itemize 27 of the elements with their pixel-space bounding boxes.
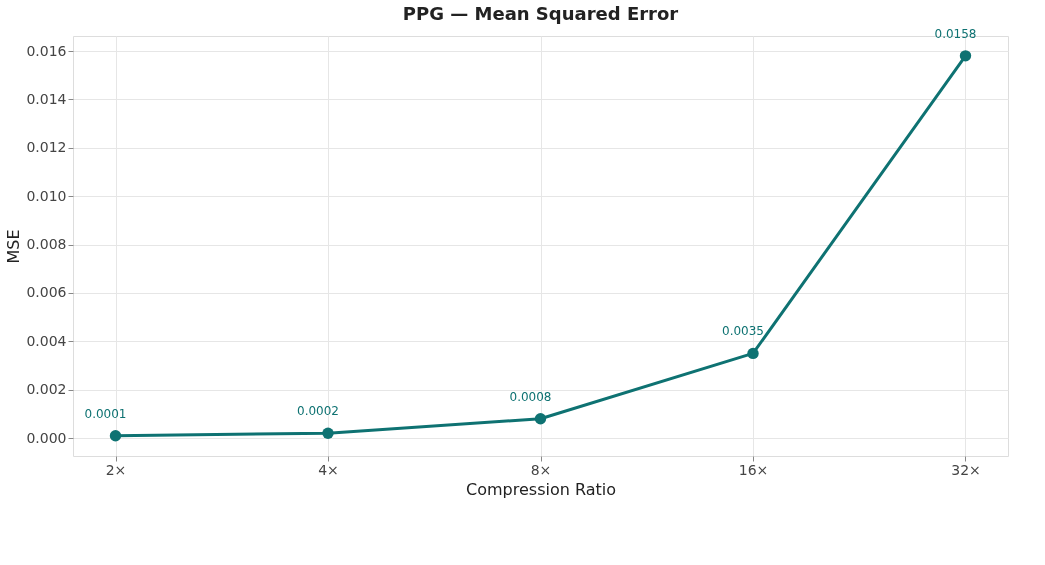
y-tick-label: 0.014 — [26, 90, 67, 107]
chart-title: PPG — Mean Squared Error — [402, 2, 679, 24]
y-tick-label: 0.000 — [26, 429, 67, 446]
x-tick-label: 2× — [105, 461, 127, 478]
y-tick-label: 0.010 — [26, 187, 67, 204]
point — [322, 427, 334, 439]
data-label: 0.0035 — [722, 324, 764, 339]
y-axis-title: MSE — [4, 229, 24, 264]
y-tick-label: 0.008 — [26, 236, 67, 253]
point — [747, 347, 759, 360]
point — [109, 429, 122, 442]
data-label: 0.0001 — [84, 406, 127, 421]
x-tick-label: 16× — [738, 461, 769, 478]
x-tick-label: 8× — [530, 461, 552, 478]
y-tick-label: 0.002 — [26, 381, 67, 398]
y-tick-label: 0.012 — [26, 139, 67, 156]
point — [959, 50, 972, 62]
y-tick-label: 0.006 — [26, 284, 67, 301]
x-tick-label: 32× — [951, 461, 981, 478]
y-tick-label: 0.004 — [26, 332, 67, 349]
point — [534, 413, 547, 425]
data-label: 0.0008 — [509, 389, 552, 404]
data-label: 0.0158 — [934, 26, 977, 41]
x-tick-label: 4× — [318, 461, 339, 478]
y-tick-label: 0.016 — [26, 42, 67, 59]
data-label: 0.0002 — [297, 404, 339, 419]
x-axis-title: Compression Ratio — [466, 479, 616, 499]
